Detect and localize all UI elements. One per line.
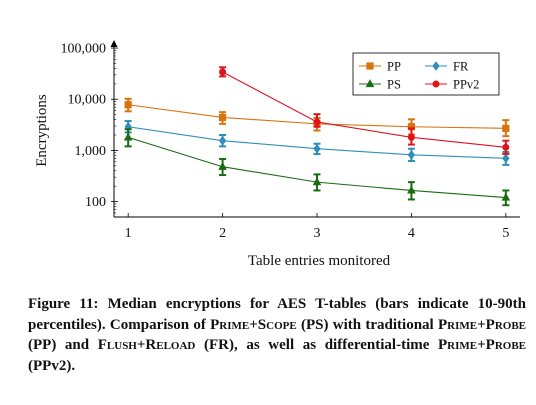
data-point-ppv2 [313,118,321,126]
legend-label-ppv2: PPv2 [453,78,479,92]
legend-label-pp: PP [387,60,401,74]
x-tick-label: 3 [314,226,321,241]
figure-caption: Figure 11: Median encryptions for AES T-… [28,294,526,376]
caption-label: Figure 11: [28,296,99,312]
caption-term: Prime+Scope [210,316,297,333]
legend-entry-ps: PS [359,78,401,92]
y-tick-label: 100 [85,195,106,210]
data-point-pp [218,113,227,122]
caption-text: Median encryptions for AES T-tables (bar… [28,296,526,374]
x-tick-label: 4 [408,226,415,241]
data-point-ps [501,192,511,201]
y-tick-label: 100,000 [61,42,107,57]
legend-entry-pp: PP [359,60,401,74]
caption-term: Flush+Reload [97,337,196,353]
legend-entry-ppv2: PPv2 [425,78,479,92]
chart: 1 2 3 4 5 100 1,000 10,000 100,000 Table entries … [34,40,520,269]
data-point-ps [407,185,416,194]
caption-run: Median encryptions for AES T-tables (bar… [28,296,526,333]
caption-run: (PS) with traditional [296,316,438,333]
y-tick-label: 10,000 [68,93,107,108]
axes: 1 2 3 4 5 100 1,000 10,000 100,000 Table entries … [34,40,520,269]
legend: PP FR PS PPv2 [352,52,500,96]
series-ppv2 [219,66,510,156]
data-point-ppv2 [407,133,415,141]
series-ps [123,128,511,207]
data-point-fr [218,135,227,146]
data-point-fr [407,150,416,160]
y-tick-label: 1,000 [75,144,107,159]
legend-marker-ppv2 [432,80,440,88]
legend-label-fr: FR [453,60,469,74]
data-point-ppv2 [502,143,510,151]
caption-term: Prime+Probe [438,337,527,353]
caption-term: Prime+Probe [438,316,526,333]
data-point-ps [123,132,133,141]
legend-marker-ps [365,79,375,88]
legend-label-ps: PS [387,78,401,92]
y-axis-title: Encryptions [34,94,50,167]
legend-box [352,52,500,96]
x-tick-label: 1 [125,226,132,241]
x-tick-label: 5 [502,226,509,241]
data-point-ps [312,177,322,186]
data-point-fr [502,153,510,164]
data-point-ppv2 [219,68,227,76]
data-point-fr [313,143,321,154]
legend-marker-fr [432,61,440,71]
series-group [123,66,511,207]
x-axis-title: Table entries monitored [248,253,391,269]
data-point-pp [502,124,510,132]
series-fr [124,120,510,166]
series-line-ppv2 [222,71,506,148]
caption-run: (PPv2). [28,357,76,374]
x-tick-label: 2 [219,226,226,241]
data-point-pp [124,101,132,109]
y-axis-arrow [110,40,118,47]
data-point-ps [218,161,227,170]
caption-run: (FR), as well as differential-time [195,337,439,353]
legend-entry-fr: FR [425,60,469,74]
caption-run: (PP) and [28,337,98,353]
legend-marker-pp [366,62,374,70]
